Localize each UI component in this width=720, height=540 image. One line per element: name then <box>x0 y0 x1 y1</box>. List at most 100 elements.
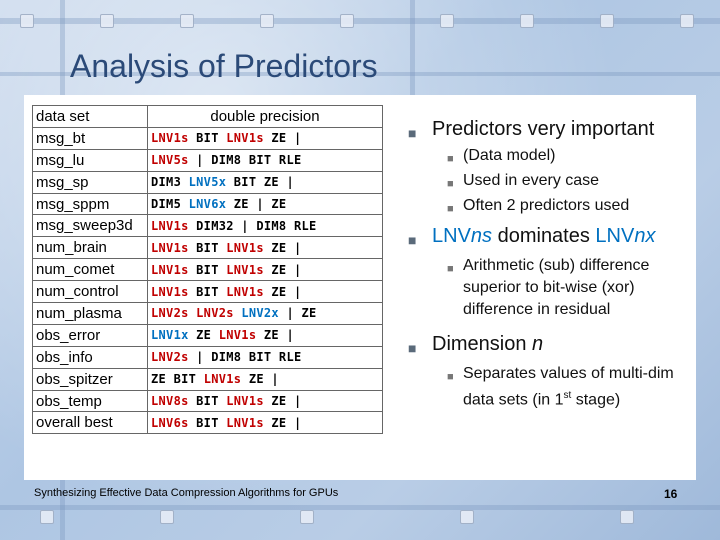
sub-bullet: ■ Arithmetic (sub) difference superior t… <box>400 255 700 321</box>
predictor-code-cell: ZE BIT LNV1s ZE | <box>147 367 383 391</box>
sub-bullet: ■ Often 2 predictors used <box>400 195 700 217</box>
predictor-code-cell: LNV6s BIT LNV1s ZE | <box>147 411 383 435</box>
table-row: obs_temp LNV8s BIT LNV1s ZE | <box>32 389 383 413</box>
table-header-row: data set double precision <box>32 105 383 128</box>
code-token: LNV1s <box>226 262 264 277</box>
code-token: | ZE <box>278 306 317 321</box>
lnv-label: LNV <box>432 225 471 247</box>
dataset-name-cell: msg_lu <box>32 148 148 172</box>
code-token: ZE | <box>263 284 302 299</box>
bullet-list: ■ Predictors very important ■ (Data mode… <box>400 108 700 411</box>
table-row: num_control LNV1s BIT LNV1s ZE | <box>32 280 383 304</box>
code-token: ZE <box>188 328 219 343</box>
dataset-name-cell: obs_error <box>32 323 148 347</box>
code-token: ZE | <box>263 415 302 430</box>
lnv-suffix-ns: ns <box>470 225 493 247</box>
code-token: LNV1s <box>226 240 264 255</box>
code-token: ZE | ZE <box>226 197 287 211</box>
code-token: LNV1s <box>203 372 242 387</box>
code-token: ZE | <box>263 394 302 409</box>
table-row: obs_error LNV1x ZE LNV1s ZE | <box>32 323 383 347</box>
code-token: LNV2x <box>241 306 279 321</box>
table-body: msg_bt LNV1s BIT LNV1s ZE | msg_lu LNV5s | … <box>32 126 383 435</box>
predictor-code-cell: LNV1x ZE LNV1s ZE | <box>147 323 383 347</box>
square-bullet-icon: ■ <box>408 125 417 141</box>
predictor-code-cell: LNV5s | DIM8 BIT RLE <box>147 148 383 172</box>
dimension-n: n <box>532 333 544 355</box>
code-token: LNV1s <box>151 218 189 233</box>
square-bullet-icon: ■ <box>447 178 454 190</box>
predictor-code-cell: LNV1s BIT LNV1s ZE | <box>147 236 383 260</box>
code-token: BIT <box>188 240 227 255</box>
sub-bullet: ■ Used in every case <box>400 170 700 192</box>
code-token: BIT <box>188 262 227 277</box>
superscript-st: st <box>563 390 572 401</box>
sub-bullet-text: (Data model) <box>463 147 556 164</box>
code-token: LNV2s <box>151 350 189 365</box>
code-token: DIM5 <box>151 197 189 211</box>
predictor-code-cell: LNV1s BIT LNV1s ZE | <box>147 280 383 304</box>
predictor-code-cell: LNV1s BIT LNV1s ZE | <box>147 258 383 282</box>
code-token: LNV1s <box>226 284 264 299</box>
table-row: obs_info LNV2s | DIM8 BIT RLE <box>32 345 383 369</box>
table-row: num_brain LNV1s BIT LNV1s ZE | <box>32 236 383 260</box>
table-row: msg_sppm DIM5 LNV6x ZE | ZE <box>32 192 383 216</box>
dataset-name-cell: msg_sppm <box>32 192 148 216</box>
code-token: LNV1s <box>151 240 189 255</box>
predictor-code-cell: LNV8s BIT LNV1s ZE | <box>147 389 383 413</box>
code-token: | DIM8 BIT RLE <box>188 350 302 365</box>
table-row: num_comet LNV1s BIT LNV1s ZE | <box>32 258 383 282</box>
table-row: num_plasma LNV2s LNV2s LNV2x | ZE <box>32 302 383 325</box>
table-row: obs_spitzer ZE BIT LNV1s ZE | <box>32 367 383 391</box>
code-token: LNV1x <box>151 328 189 343</box>
lnv-suffix-nx: nx <box>634 225 656 247</box>
bullet-lnv-dominates: ■ LNVns dominates LNVnx <box>400 223 700 249</box>
slide-title: Analysis of Predictors <box>70 48 378 84</box>
page-number: 16 <box>664 487 678 501</box>
code-token: ZE | <box>263 131 302 146</box>
dataset-name-cell: num_comet <box>32 258 148 282</box>
dataset-name-cell: num_plasma <box>32 302 148 325</box>
code-token: ZE | <box>256 328 294 343</box>
sub-bullet: ■ (Data model) <box>400 145 700 167</box>
square-bullet-icon: ■ <box>447 263 454 275</box>
predictor-code-cell: LNV1s DIM32 | DIM8 RLE <box>147 214 383 238</box>
code-token: BIT <box>188 284 227 299</box>
sub-bullet-text: Arithmetic (sub) difference superior to … <box>463 257 650 318</box>
code-token: ZE | <box>263 240 302 255</box>
square-bullet-icon: ■ <box>447 153 454 165</box>
code-token: ZE | <box>263 262 302 277</box>
code-token: BIT <box>188 131 227 146</box>
dataset-name-cell: num_brain <box>32 236 148 260</box>
dataset-name-cell: obs_temp <box>32 389 148 413</box>
dataset-name-cell: num_control <box>32 280 148 304</box>
dataset-name-cell: obs_spitzer <box>32 367 148 391</box>
column-header-double-precision: double precision <box>147 105 383 128</box>
predictor-code-cell: DIM5 LNV6x ZE | ZE <box>147 192 383 216</box>
predictor-code-cell: DIM3 LNV5x BIT ZE | <box>147 170 383 194</box>
predictor-code-cell: LNV1s BIT LNV1s ZE | <box>147 126 383 150</box>
code-token: LNV1s <box>226 394 264 409</box>
dataset-name-cell: msg_sp <box>32 170 148 194</box>
code-token: LNV1s <box>218 328 257 343</box>
dataset-name-cell: overall best <box>32 411 148 435</box>
code-token: LNV6s <box>151 415 189 430</box>
predictor-code-cell: LNV2s LNV2s LNV2x | ZE <box>147 302 383 325</box>
code-token: LNV6x <box>188 197 227 211</box>
dataset-name-cell: msg_sweep3d <box>32 214 148 238</box>
bullet-predictors: ■ Predictors very important <box>400 116 700 142</box>
code-token: LNV2s <box>196 306 234 321</box>
code-token: LNV8s <box>151 394 189 409</box>
table-row: msg_bt LNV1s BIT LNV1s ZE | <box>32 126 383 150</box>
sub-bullet-text-a: Separates values of multi-dim data sets … <box>463 365 674 409</box>
code-token: LNV2s <box>151 306 189 321</box>
code-token: BIT <box>188 415 227 430</box>
lnv-label: LNV <box>595 225 635 247</box>
table-row: msg_lu LNV5s | DIM8 BIT RLE <box>32 148 383 172</box>
dimension-text: Dimension <box>432 333 533 355</box>
sub-bullet-text-b: stage) <box>571 391 621 409</box>
code-token: LNV1s <box>151 262 189 277</box>
square-bullet-icon: ■ <box>447 371 454 383</box>
column-header-data-set: data set <box>32 105 148 128</box>
bullet-text: Predictors very important <box>432 118 655 140</box>
